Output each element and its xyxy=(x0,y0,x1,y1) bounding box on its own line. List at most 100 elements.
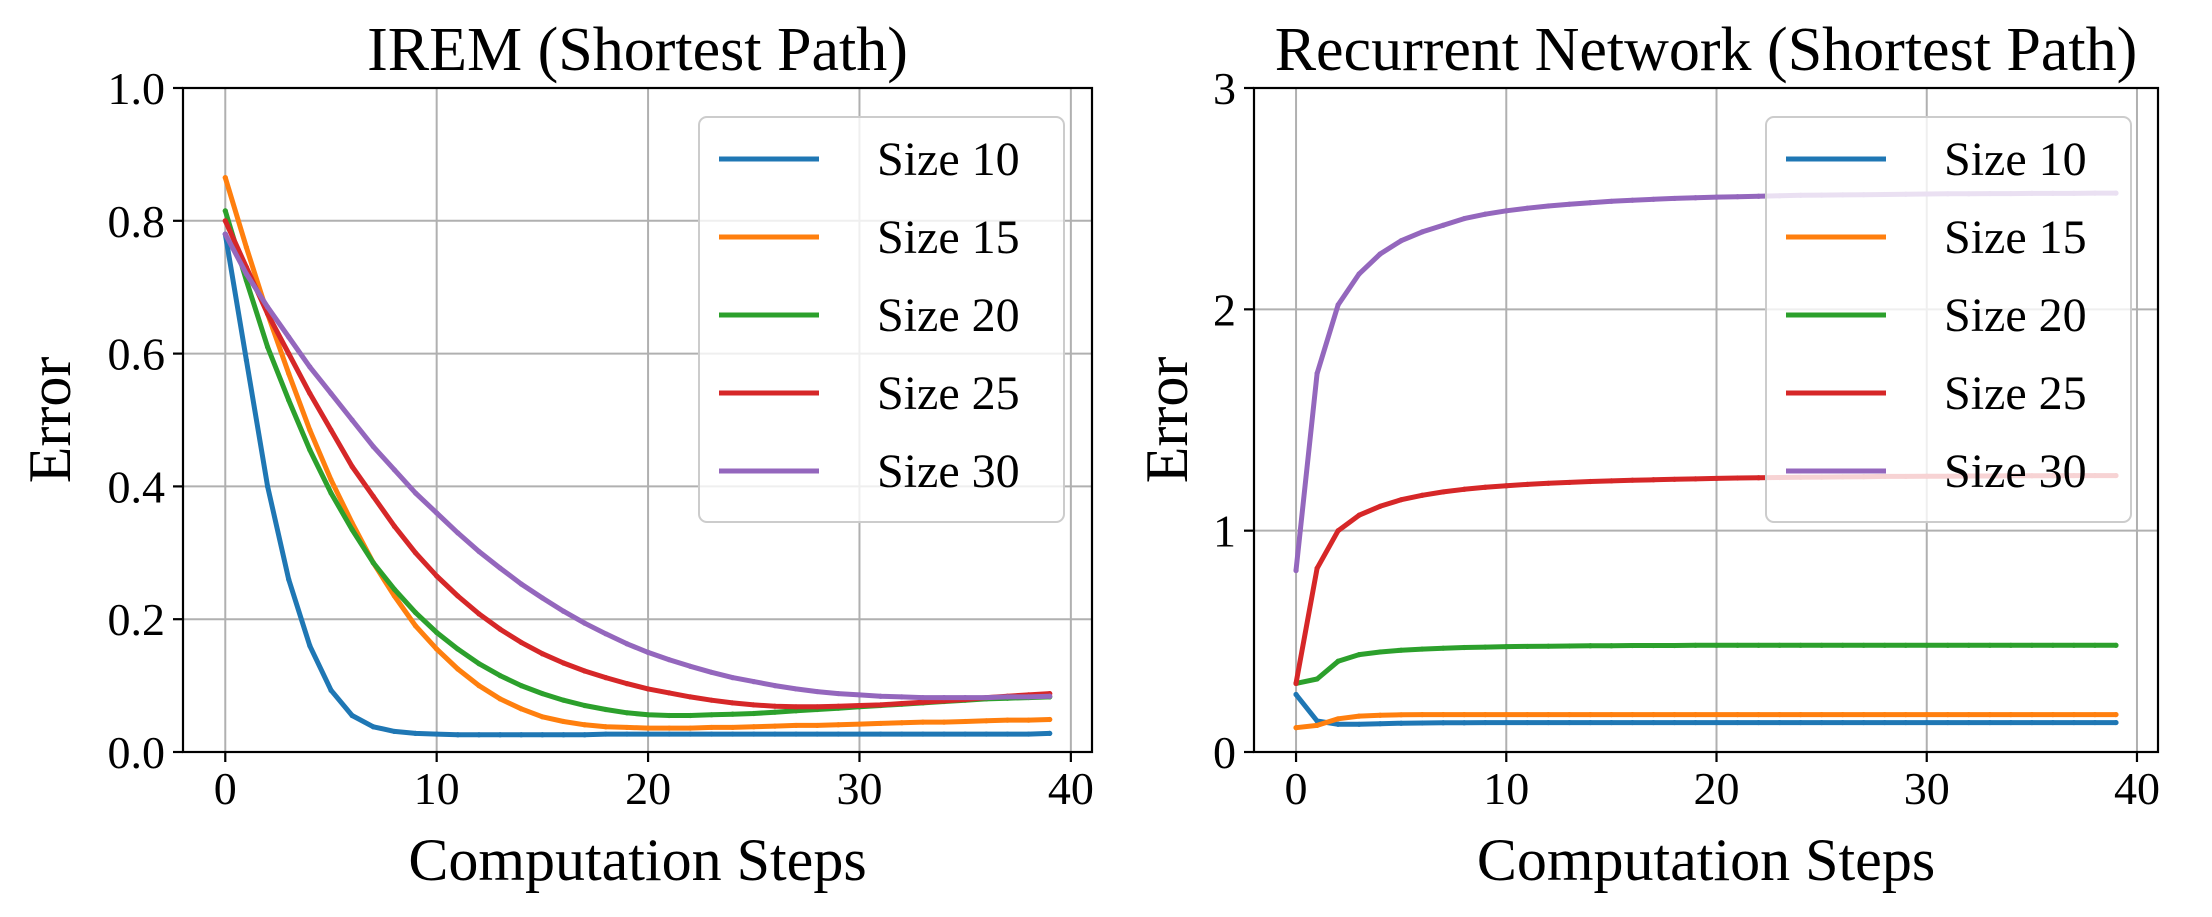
recurrent-network-data-point xyxy=(1356,721,1362,727)
irem-data-point xyxy=(391,728,397,735)
recurrent-network-data-point xyxy=(1734,711,1741,718)
recurrent-network-data-point xyxy=(1966,642,1972,648)
recurrent-network-data-point xyxy=(1903,642,1909,648)
recurrent-network-data-point xyxy=(1293,567,1299,574)
recurrent-network-data-point xyxy=(1650,477,1657,483)
irem-data-point xyxy=(793,731,799,737)
recurrent-network-data-point xyxy=(1482,211,1488,217)
recurrent-network-data-point xyxy=(2029,711,2035,718)
recurrent-network-data-point xyxy=(1692,642,1699,648)
irem-data-point xyxy=(455,666,461,672)
recurrent-network-data-point xyxy=(1356,271,1362,277)
irem-data-point xyxy=(687,694,693,700)
irem-y-tick-label: 0.0 xyxy=(108,727,166,778)
recurrent-network-data-point xyxy=(2029,642,2035,648)
irem-data-point xyxy=(307,447,313,453)
irem-data-point xyxy=(370,443,376,450)
irem-data-point xyxy=(243,357,250,363)
irem-data-point xyxy=(687,712,693,719)
irem-data-point xyxy=(582,702,588,709)
recurrent-network-data-point xyxy=(1608,719,1614,726)
irem-data-point xyxy=(328,390,334,397)
recurrent-network-data-point xyxy=(1524,719,1530,726)
recurrent-network-data-point xyxy=(1608,711,1614,718)
irem-data-point xyxy=(497,673,503,679)
recurrent-network-data-point xyxy=(1440,711,1446,718)
recurrent-network-data-point xyxy=(1587,200,1593,206)
irem-series-line xyxy=(222,231,1053,701)
recurrent-network-data-point xyxy=(1798,719,1804,726)
recurrent-network-data-point xyxy=(1945,711,1951,718)
irem-data-point xyxy=(814,688,820,695)
irem-data-point xyxy=(1004,694,1011,700)
recurrent-network-data-point xyxy=(2050,711,2056,718)
irem-data-point xyxy=(476,611,482,617)
irem-y-tick-label: 0.8 xyxy=(108,196,166,247)
irem-data-point xyxy=(497,696,503,702)
recurrent-network-data-point xyxy=(1840,711,1846,718)
recurrent-network-data-point xyxy=(1734,475,1741,481)
recurrent-network-data-point xyxy=(1482,644,1488,650)
recurrent-network-data-point xyxy=(1293,680,1299,686)
irem-data-point xyxy=(730,675,736,681)
recurrent-network-data-point xyxy=(1903,711,1909,718)
irem-data-point xyxy=(518,581,524,587)
irem-data-point xyxy=(243,244,250,250)
recurrent-network-chart-panel: 0 10 20 30 40 0 1 2 3 Recurrent Network (Shortest… xyxy=(1134,16,2160,893)
irem-data-point xyxy=(666,690,672,696)
irem-data-point xyxy=(370,560,376,566)
recurrent-network-data-point xyxy=(1945,719,1951,726)
recurrent-network-data-point xyxy=(1419,720,1425,726)
recurrent-network-data-point xyxy=(2092,642,2098,648)
recurrent-network-data-point xyxy=(1461,720,1467,726)
irem-data-point xyxy=(730,724,736,731)
irem-data-point xyxy=(264,304,271,310)
irem-data-point xyxy=(603,724,609,730)
irem-data-point xyxy=(560,732,567,738)
irem-data-point xyxy=(328,687,334,693)
irem-data-point xyxy=(286,351,292,357)
irem-data-point xyxy=(476,548,482,555)
recurrent-network-data-point xyxy=(1840,642,1846,648)
recurrent-network-data-point xyxy=(1924,642,1930,648)
recurrent-network-data-point xyxy=(1440,720,1446,726)
recurrent-network-data-point xyxy=(1798,711,1804,718)
irem-data-point xyxy=(708,669,715,675)
recurrent-network-data-point xyxy=(1545,203,1551,209)
recurrent-network-data-point xyxy=(1819,642,1825,648)
irem-data-point xyxy=(497,732,503,738)
irem-data-point xyxy=(286,370,292,377)
irem-data-point xyxy=(328,427,334,433)
irem-legend-label: Size 25 xyxy=(877,367,1020,420)
recurrent-network-data-point xyxy=(1882,711,1888,718)
recurrent-network-data-point xyxy=(1945,642,1951,648)
recurrent-network-data-point xyxy=(1671,642,1678,649)
irem-data-point xyxy=(455,646,461,652)
irem-data-point xyxy=(708,731,715,737)
irem-data-point xyxy=(1047,716,1053,723)
recurrent-network-data-point xyxy=(1377,721,1383,727)
irem-data-point xyxy=(793,708,799,714)
recurrent-network-data-point xyxy=(1966,719,1972,726)
irem-data-point xyxy=(370,493,376,499)
recurrent-network-data-point xyxy=(1398,720,1404,726)
recurrent-network-y-tick-label: 2 xyxy=(1213,284,1236,335)
recurrent-network-data-point xyxy=(1755,475,1762,481)
recurrent-network-data-point xyxy=(1587,711,1593,718)
recurrent-network-data-point xyxy=(2113,642,2119,648)
irem-data-point xyxy=(539,690,545,697)
irem-data-point xyxy=(920,719,926,725)
recurrent-network-data-point xyxy=(2029,719,2035,726)
recurrent-network-data-point xyxy=(1629,477,1636,483)
irem-data-point xyxy=(983,731,989,737)
irem-data-point xyxy=(708,697,715,703)
recurrent-network-data-point xyxy=(1819,719,1825,726)
irem-data-point xyxy=(307,364,313,370)
recurrent-network-data-point xyxy=(1692,195,1699,201)
recurrent-network-y-tick-label: 1 xyxy=(1213,506,1236,557)
irem-data-point xyxy=(772,709,778,715)
recurrent-network-data-point xyxy=(1713,475,1720,482)
recurrent-network-data-point xyxy=(1987,711,1993,718)
irem-data-point xyxy=(412,623,419,629)
